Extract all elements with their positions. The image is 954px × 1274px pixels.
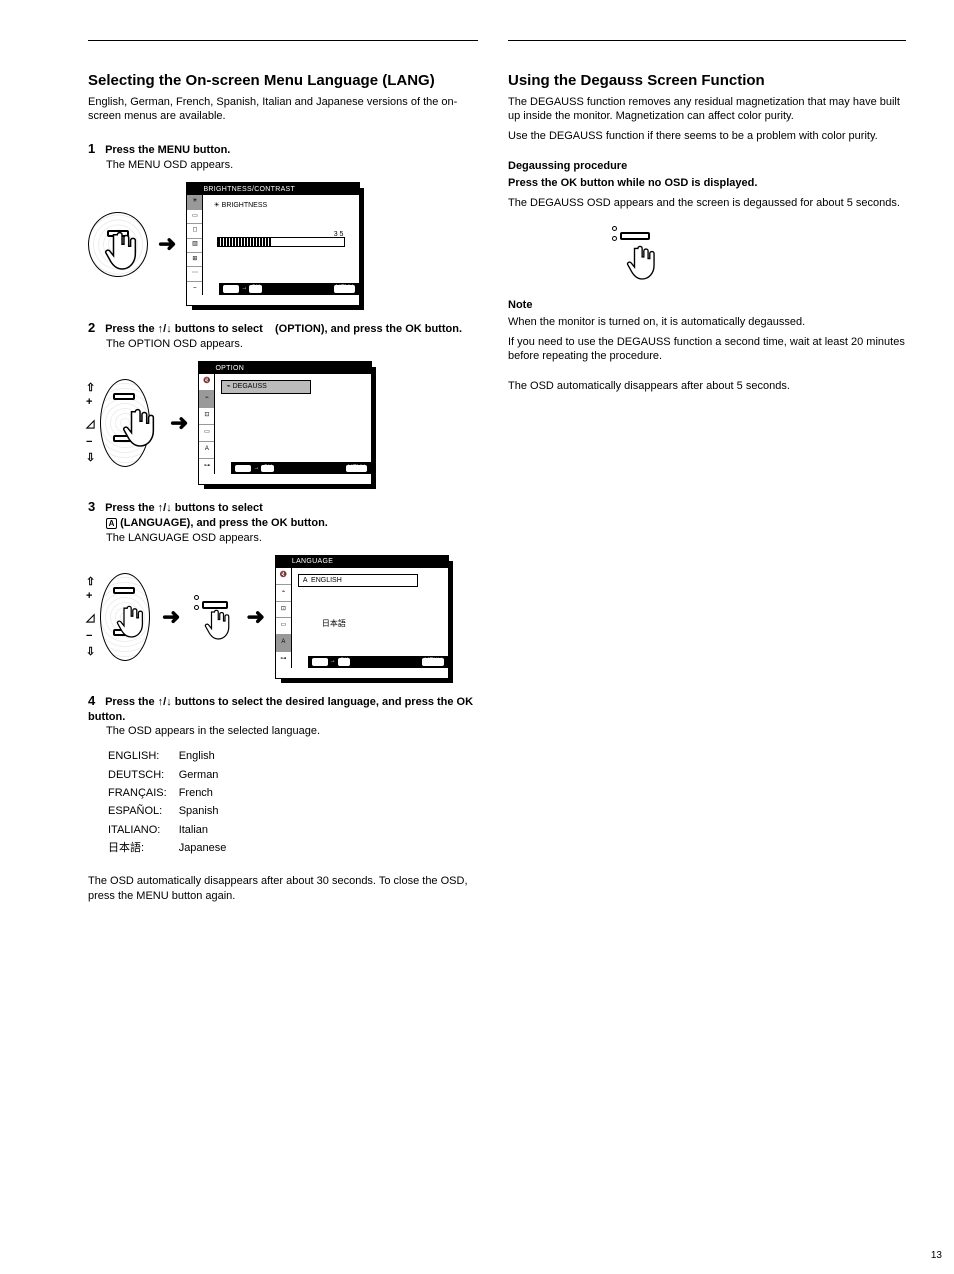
step-4-plain: The OSD appears in the selected language… (106, 724, 478, 738)
lang-glyph-inline: A (106, 517, 117, 529)
step-1-plain: The MENU OSD appears. (106, 158, 478, 172)
step-3: 3 Press the ↑/↓ buttons to select A (LAN… (88, 499, 478, 544)
menu-button-press-illustration (88, 212, 148, 277)
hand-icon (204, 607, 234, 641)
step-4: 4 Press the ↑/↓ buttons to select the de… (88, 693, 478, 738)
step-1-bold: Press the MENU button. (105, 144, 230, 156)
osd3-title: LANGUAGE (292, 557, 333, 566)
figure-row-2: ⇧ + ◿ − ⇩ ➜ OPTION 🔇⌁⊡▭A⊶ (88, 361, 478, 485)
up-down-buttons-illustration: ⇧ + ◿ − ⇩ (88, 377, 160, 469)
osd1-slider (217, 237, 345, 247)
arrow-icon: ➜ (158, 230, 176, 259)
osd2-footer: ▲▼ → OK MENU (231, 462, 371, 474)
ok-button-press-illustration (190, 591, 236, 643)
step-4-num: 4 (88, 693, 102, 710)
left-intro: English, German, French, Spanish, Italia… (88, 95, 478, 124)
step-4-bold: Press the ↑/↓ buttons to select the desi… (88, 696, 473, 723)
right-closing: The OSD automatically disappears after a… (508, 379, 906, 393)
osd-screen-2: OPTION 🔇⌁⊡▭A⊶ ⌁ DEGAUSS ▲▼ → OK MENU (198, 361, 372, 485)
osd1-footer: ▲▼ → OK MENU (219, 283, 359, 295)
hand-icon (104, 228, 142, 272)
right-intro2: Use the DEGAUSS function if there seems … (508, 129, 906, 143)
osd1-sidebar: ☀▭◻▥⊞⋯⎯ (187, 195, 203, 295)
arrow-icon: ➜ (246, 603, 264, 632)
note-head: Note (508, 298, 906, 312)
step-2: 2 Press the ↑/↓ buttons to select (OPTIO… (88, 320, 478, 351)
page-number: 13 (931, 1249, 942, 1262)
osd3-footer: ▲▼ → OK MENU (308, 656, 448, 668)
rule-top-left (88, 40, 478, 41)
osd1-title: BRIGHTNESS/CONTRAST (203, 185, 295, 194)
step-2-plain: The OPTION OSD appears. (106, 337, 478, 351)
osd3-selected-lang: 日本語 (322, 619, 442, 629)
right-title: Using the Degauss Screen Function (508, 71, 906, 91)
osd-screen-3: LANGUAGE 🔇⌁⊡▭A⊶ A ENGLISH 日本語 ▲▼ → OK ME… (275, 555, 449, 679)
hand-icon (122, 405, 160, 449)
left-closing: The OSD automatically disappears after a… (88, 874, 478, 903)
step-2-bold: Press the ↑/↓ buttons to select (OPTION)… (105, 323, 462, 335)
note-body1: When the monitor is turned on, it is aut… (508, 315, 906, 329)
left-column: Selecting the On-screen Menu Language (L… (88, 40, 478, 909)
step-3-num: 3 (88, 499, 102, 516)
hand-icon (116, 599, 148, 643)
step-1-num: 1 (88, 141, 102, 158)
language-table: ENGLISH:English DEUTSCH:German FRANÇAIS:… (106, 746, 238, 858)
step-1: 1 Press the MENU button. The MENU OSD ap… (88, 141, 478, 172)
left-title: Selecting the On-screen Menu Language (L… (88, 71, 478, 91)
ok-button-figure (608, 224, 906, 284)
figure-row-3: ⇧ + ◿ − ⇩ ➜ ➜ (88, 555, 478, 679)
figure-row-1: ➜ BRIGHTNESS/CONTRAST ☀▭◻▥⊞⋯⎯ ☀ BRIGHTNE… (88, 182, 478, 306)
osd1-row: BRIGHTNESS (222, 202, 268, 209)
osd2-row: DEGAUSS (233, 383, 267, 390)
step-2-num: 2 (88, 320, 102, 337)
proc-1-plain: The DEGAUSS OSD appears and the screen i… (508, 196, 906, 210)
step-3-bold-tail: (LANGUAGE), and press the OK button. (120, 517, 328, 529)
arrow-icon: ➜ (170, 409, 188, 438)
up-down-buttons-illustration: ⇧ + ◿ − ⇩ (88, 571, 152, 663)
proc-1-bold: Press the OK button while no OSD is disp… (508, 176, 906, 190)
osd3-exit: MENU (422, 658, 444, 666)
osd2-sidebar: 🔇⌁⊡▭A⊶ (199, 374, 215, 474)
osd3-sidebar: 🔇⌁⊡▭A⊶ (276, 568, 292, 668)
rule-top-right (508, 40, 906, 41)
note-body2: If you need to use the DEGAUSS function … (508, 335, 906, 364)
osd1-exit: MENU (334, 285, 356, 293)
proc-head: Degaussing procedure (508, 159, 906, 173)
hand-icon (626, 242, 660, 282)
arrow-icon: ➜ (162, 603, 180, 632)
right-intro1: The DEGAUSS function removes any residua… (508, 95, 906, 124)
step-3-bold: Press the ↑/↓ buttons to select (105, 502, 263, 514)
osd-screen-1: BRIGHTNESS/CONTRAST ☀▭◻▥⊞⋯⎯ ☀ BRIGHTNESS… (186, 182, 360, 306)
osd2-title: OPTION (215, 364, 244, 373)
osd2-exit: MENU (346, 465, 368, 473)
step-3-plain: The LANGUAGE OSD appears. (106, 531, 478, 545)
right-column: Using the Degauss Screen Function The DE… (508, 40, 906, 909)
